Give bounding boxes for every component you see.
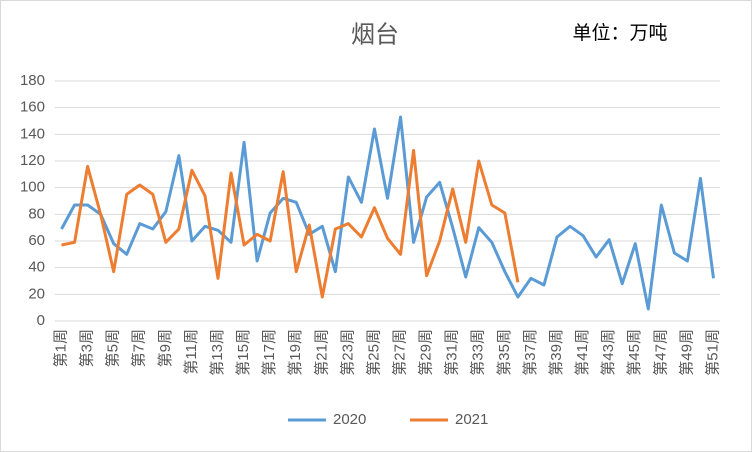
x-tick-label: 第33周 [469,329,487,376]
y-tick-label: 140 [20,125,45,142]
x-tick-label: 第41周 [573,329,591,376]
x-tick-label: 第25周 [364,329,382,376]
x-tick-label: 第47周 [651,329,669,376]
x-tick-label: 第9周 [156,329,174,367]
y-tick-label: 120 [20,152,45,169]
legend-label: 2021 [455,411,488,428]
x-tick-label: 第29周 [417,329,435,376]
x-tick-label: 第45周 [625,329,643,376]
unit-annotation: 单位：万吨 [572,22,667,44]
y-tick-label: 60 [28,232,45,249]
series-line [61,148,520,299]
x-tick-label: 第23周 [338,329,356,376]
y-tick-label: 180 [20,72,45,89]
x-tick-label: 第37周 [521,329,539,376]
y-tick-label: 80 [28,205,45,222]
x-tick-label: 第1周 [51,329,69,367]
x-tick-label: 第13周 [208,329,226,376]
x-tick-label: 第39周 [547,329,565,376]
x-tick-label: 第51周 [703,329,721,376]
y-tick-label: 40 [28,259,45,276]
x-tick-label: 第5周 [104,329,122,367]
legend-label: 2020 [333,411,366,428]
y-tick-label: 100 [20,179,45,196]
x-tick-label: 第43周 [599,329,617,376]
x-tick-label: 第17周 [260,329,278,376]
x-tick-label: 第11周 [182,329,200,375]
x-tick-label: 第27周 [391,329,409,376]
x-tick-label: 第35周 [495,329,513,376]
x-tick-label: 第31周 [443,329,461,376]
series-line [60,115,715,311]
x-tick-label: 第21周 [312,329,330,376]
y-tick-label: 0 [37,312,45,329]
y-tick-label: 20 [28,285,45,302]
x-tick-label: 第49周 [677,329,695,376]
x-tick-label: 第19周 [286,329,304,376]
x-tick-label: 第7周 [130,329,148,367]
y-tick-label: 160 [20,99,45,116]
chart-title: 烟台 [351,21,399,48]
x-tick-label: 第3周 [78,329,96,367]
x-tick-label: 第15周 [234,329,252,376]
